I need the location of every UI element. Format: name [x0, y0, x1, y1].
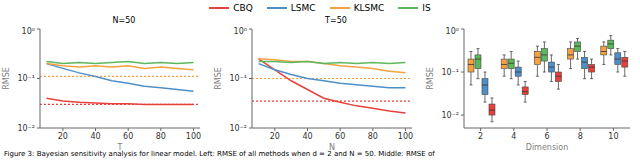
html-text:LSMC: LSMC	[290, 2, 316, 13]
svg-text:80: 80	[368, 132, 378, 141]
svg-text:10⁻¹: 10⁻¹	[229, 74, 247, 83]
html-text:T=50: T=50	[325, 16, 347, 25]
svg-text:10⁰: 10⁰	[446, 27, 459, 36]
svg-text:10⁻²: 10⁻²	[17, 124, 35, 133]
svg-text:10⁻²: 10⁻²	[229, 124, 247, 133]
svg-text:RMSE: RMSE	[214, 67, 223, 90]
svg-text:6: 6	[544, 132, 549, 141]
svg-text:RMSE: RMSE	[426, 67, 435, 90]
svg-text:10⁰: 10⁰	[22, 27, 35, 36]
svg-text:4: 4	[511, 132, 516, 141]
svg-text:100: 100	[398, 132, 413, 141]
svg-text:10⁻²: 10⁻²	[441, 111, 459, 120]
svg-text:RMSE: RMSE	[8, 67, 11, 90]
svg-text:N: N	[329, 143, 335, 150]
svg-text:8: 8	[578, 132, 583, 141]
svg-text:60: 60	[123, 132, 133, 141]
svg-text:40: 40	[302, 132, 312, 141]
svg-text:10: 10	[608, 132, 618, 141]
svg-text:20: 20	[270, 132, 280, 141]
svg-text:20: 20	[58, 132, 68, 141]
html-text:KLSMC: KLSMC	[353, 2, 385, 13]
svg-text:80: 80	[156, 132, 166, 141]
svg-text:2: 2	[478, 132, 483, 141]
html-text:CBQ: CBQ	[233, 2, 253, 13]
svg-text:60: 60	[335, 132, 345, 141]
svg-text:10⁻¹: 10⁻¹	[17, 74, 35, 83]
svg-text:40: 40	[90, 132, 100, 141]
svg-text:T: T	[117, 143, 123, 150]
svg-text:Dimension: Dimension	[526, 143, 569, 150]
svg-text:10⁻¹: 10⁻¹	[441, 68, 459, 77]
svg-text:100: 100	[186, 132, 201, 141]
html-text:N=50: N=50	[112, 16, 136, 25]
html-text:Figure 3: Bayesian sensitivity: Figure 3: Bayesian sensitivity analysis …	[4, 150, 435, 158]
html-text:IS: IS	[422, 2, 431, 13]
svg-text:10⁰: 10⁰	[234, 27, 247, 36]
